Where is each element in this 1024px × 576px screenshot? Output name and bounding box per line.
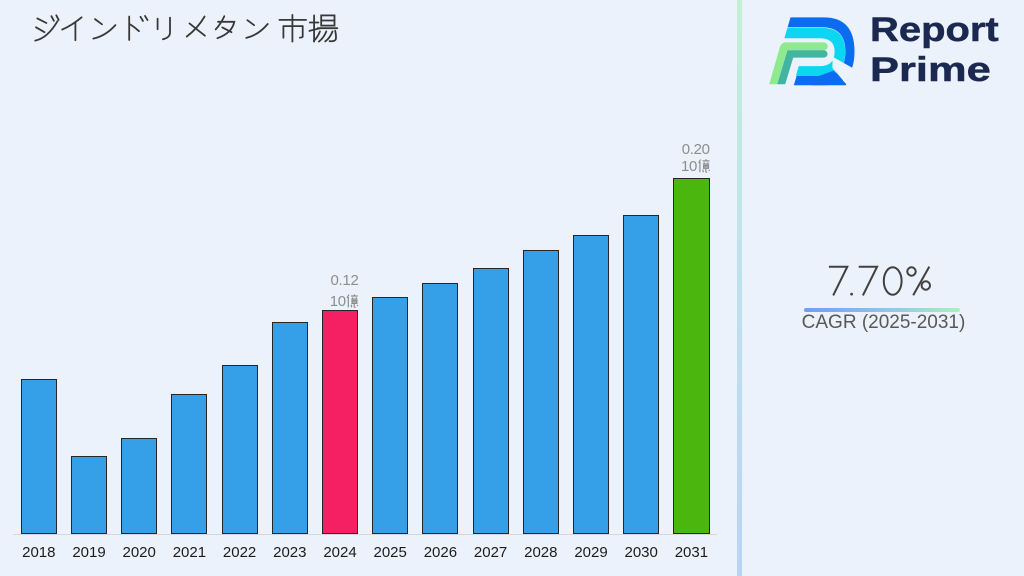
svg-text:10: 10 [681, 158, 697, 175]
svg-text:10: 10 [330, 293, 346, 310]
